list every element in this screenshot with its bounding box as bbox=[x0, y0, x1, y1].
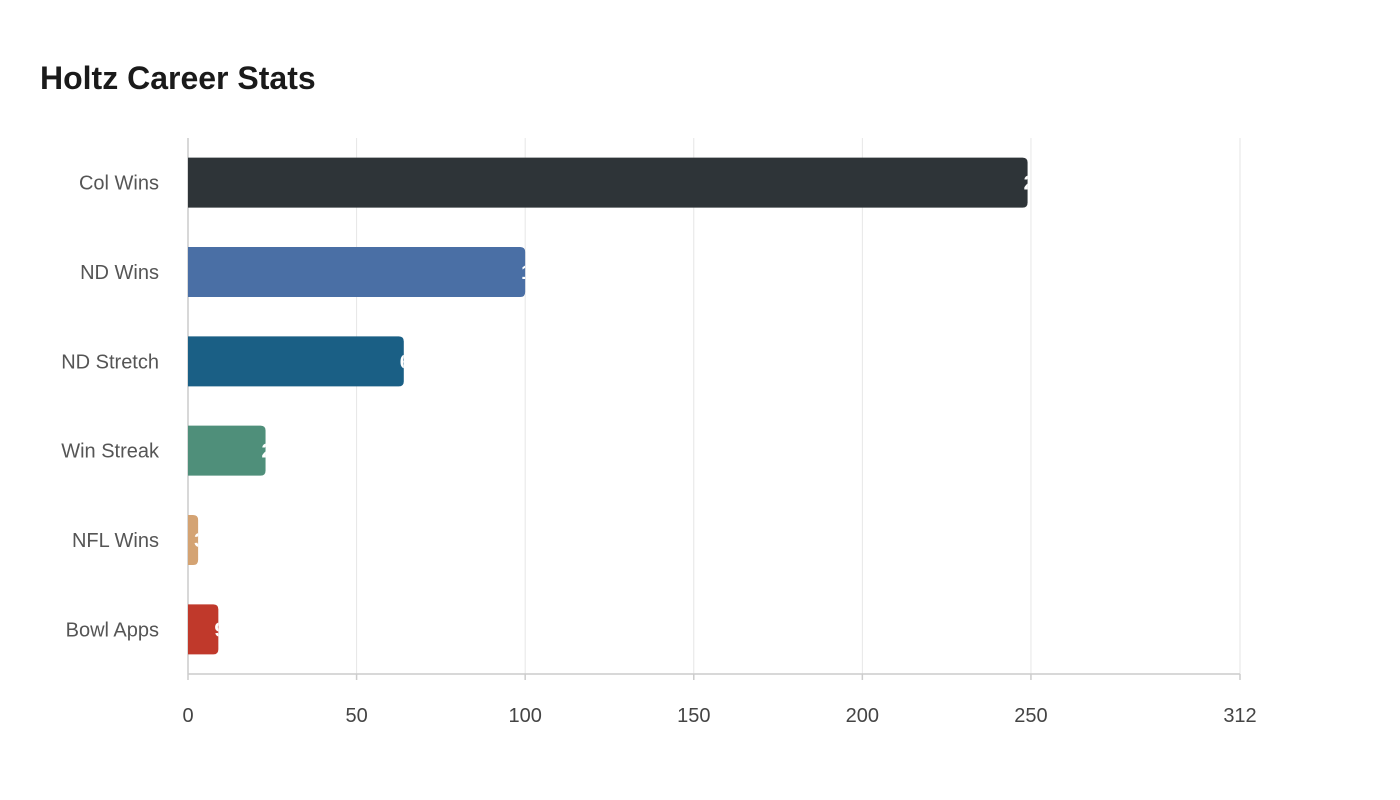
x-tick-label: 50 bbox=[345, 705, 367, 727]
x-tick-label: 312 bbox=[1223, 705, 1256, 727]
category-label: Col Wins bbox=[79, 173, 159, 195]
x-tick-label: 200 bbox=[846, 705, 879, 727]
x-tick-label: 150 bbox=[677, 705, 710, 727]
data-label: 249 bbox=[1024, 173, 1057, 195]
bar bbox=[188, 336, 404, 387]
category-label: ND Stretch bbox=[61, 351, 159, 373]
x-tick-label: 100 bbox=[508, 705, 541, 727]
bar bbox=[188, 247, 526, 297]
bar bbox=[188, 425, 266, 476]
category-label: ND Wins bbox=[80, 262, 159, 284]
category-label: Bowl Apps bbox=[66, 619, 159, 641]
category-label: Win Streak bbox=[61, 441, 160, 463]
data-label: 9 bbox=[214, 619, 225, 641]
data-label: 100 bbox=[521, 262, 554, 284]
bar bbox=[188, 515, 199, 565]
data-label: 64 bbox=[400, 351, 423, 373]
data-label: 23 bbox=[262, 441, 284, 463]
data-label: 3 bbox=[194, 530, 205, 552]
bar bbox=[188, 157, 1028, 208]
x-tick-label: 250 bbox=[1014, 705, 1047, 727]
chart-title: Holtz Career Stats bbox=[40, 60, 316, 96]
x-tick-label: 0 bbox=[182, 705, 193, 727]
bar bbox=[188, 604, 219, 655]
category-label: NFL Wins bbox=[72, 530, 159, 552]
